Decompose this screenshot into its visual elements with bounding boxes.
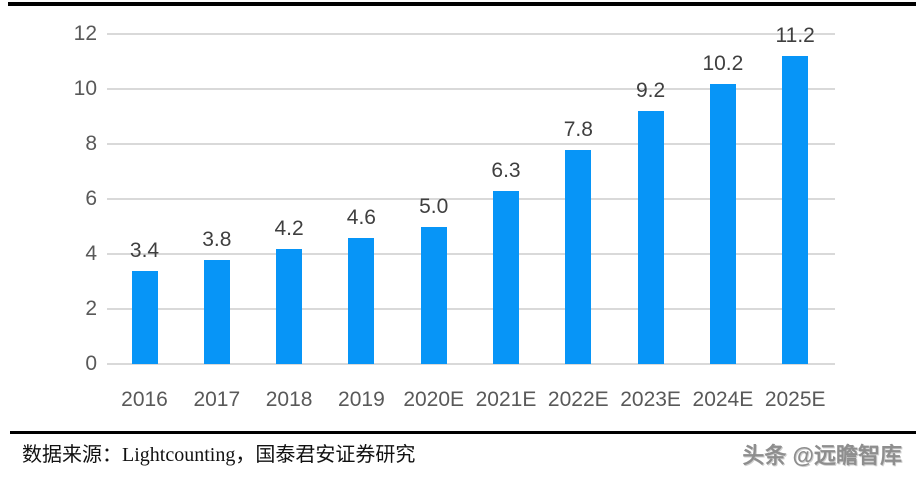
gridline-y-10 (107, 88, 835, 90)
value-label-2017: 3.8 (202, 227, 232, 251)
value-label-2023E: 9.2 (635, 79, 666, 102)
bar-chart: 0 2 4 6 8 10 12 3.4 2016 3.8 2017 4.2 2018 4.6 2019 5.0… (73, 22, 835, 411)
bar-2017 (203, 259, 230, 364)
value-label-2025E: 11.2 (775, 24, 815, 47)
value-label-2018: 4.2 (274, 216, 304, 240)
bar-2023E (637, 111, 664, 364)
value-label-2022E: 7.8 (563, 117, 593, 141)
x-axis-label-2024E: 2024E (692, 388, 754, 411)
bar-2025E (782, 56, 809, 364)
bar-2020E (420, 226, 447, 364)
x-axis-label-2023E: 2023E (620, 388, 681, 411)
x-axis-label-2022E: 2022E (547, 388, 609, 411)
y-axis-tick-label: 12 (73, 22, 97, 45)
x-axis-label-2016: 2016 (121, 388, 168, 411)
bottom-divider (10, 431, 916, 434)
y-axis-tick-label: 8 (85, 132, 97, 155)
x-axis-label-2025E: 2025E (764, 388, 826, 411)
bar-2024E (709, 83, 736, 364)
y-axis-tick-label: 2 (85, 297, 97, 320)
y-axis-tick-label: 4 (85, 242, 97, 265)
y-axis-tick-label: 0 (85, 352, 97, 375)
y-axis-tick-label: 6 (85, 187, 97, 210)
value-label-2024E: 10.2 (702, 51, 744, 75)
bar-2021E (493, 190, 519, 364)
x-axis-label-2019: 2019 (338, 388, 385, 411)
x-axis-label-2020E: 2020E (403, 388, 465, 411)
x-axis-label-2018: 2018 (265, 388, 313, 411)
bar-2016 (131, 270, 158, 364)
gridline-y-2 (107, 308, 835, 310)
data-source-text: 数据来源：Lightcounting，国泰君安证券研究 (22, 444, 416, 466)
top-divider (8, 2, 916, 6)
y-axis-tick-label: 10 (73, 77, 97, 100)
watermark-text: 头条 @远瞻智库 (742, 443, 902, 468)
bar-2022E (565, 149, 592, 364)
bar-2018 (276, 248, 303, 364)
gridline-y-6 (107, 198, 835, 200)
gridline-y-8 (107, 143, 835, 145)
bar-2019 (348, 237, 375, 364)
x-axis-label-2017: 2017 (193, 388, 241, 411)
value-label-2021E: 6.3 (491, 158, 521, 182)
value-label-2016: 3.4 (129, 238, 160, 262)
gridline-y-12 (107, 33, 835, 35)
gridline-y-0 (107, 363, 835, 365)
value-label-2019: 4.6 (346, 205, 376, 229)
value-label-2020E: 5.0 (419, 194, 449, 218)
x-axis-label-2021E: 2021E (475, 388, 537, 411)
gridline-y-4 (107, 253, 835, 255)
